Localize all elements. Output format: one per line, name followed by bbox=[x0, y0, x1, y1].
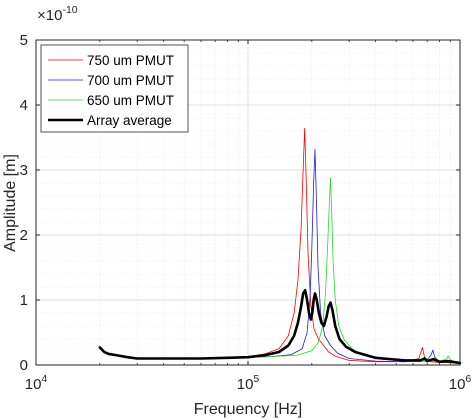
legend-box bbox=[40, 44, 189, 133]
y-tick-label: 3 bbox=[20, 162, 28, 179]
y-multiplier: ×10-10 bbox=[37, 4, 78, 24]
x-tick-label: 106 bbox=[449, 373, 472, 393]
y-tick-label: 1 bbox=[20, 292, 28, 309]
y-tick-labels: 0 1 2 3 4 5 bbox=[20, 32, 28, 374]
y-tick-label: 5 bbox=[20, 32, 28, 49]
series-group bbox=[98, 128, 462, 365]
series-line-4 bbox=[98, 288, 462, 365]
y-tick-label: 4 bbox=[20, 97, 28, 114]
legend: 750 um PMUT 700 um PMUT 650 um PMUT Arra… bbox=[40, 44, 189, 133]
y-axis-label: Amplitude [m] bbox=[2, 154, 19, 252]
x-tick-label: 105 bbox=[237, 373, 260, 393]
legend-label-700: 700 um PMUT bbox=[87, 73, 174, 88]
tick-marks bbox=[35, 39, 461, 366]
y-tick-label: 2 bbox=[20, 227, 28, 244]
y-tick-label: 0 bbox=[20, 357, 28, 374]
x-tick-labels: 104 105 106 bbox=[25, 373, 472, 393]
legend-label-array-average: Array average bbox=[87, 113, 172, 128]
x-axis-label: Frequency [Hz] bbox=[194, 401, 302, 418]
legend-label-750: 750 um PMUT bbox=[87, 53, 174, 68]
legend-label-650: 650 um PMUT bbox=[87, 93, 174, 108]
x-tick-label: 104 bbox=[25, 373, 48, 393]
